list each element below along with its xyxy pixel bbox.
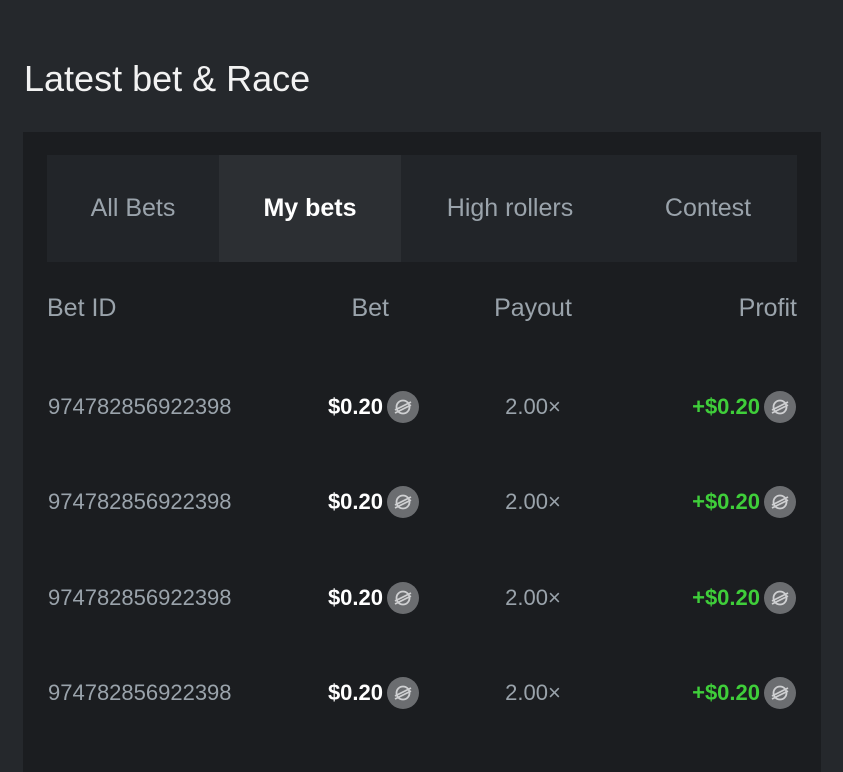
stellar-coin-icon — [764, 677, 796, 709]
profit-value: +$0.20 — [692, 489, 760, 514]
stellar-coin-icon — [387, 677, 419, 709]
bet-id: 974782856922398 — [48, 585, 232, 610]
column-header-profit: Profit — [738, 294, 797, 322]
bet-amount: $0.20 — [328, 578, 419, 618]
bet-tabs: All Bets My bets High rollers Contest — [47, 155, 797, 262]
column-header-payout: Payout — [494, 294, 572, 322]
table-row: 974782856922398 $0.20 2.00× +$0.20 — [23, 387, 821, 427]
payout: 2.00× — [505, 585, 561, 610]
stellar-coin-icon — [387, 486, 419, 518]
stellar-coin-icon — [387, 582, 419, 614]
bets-panel: All Bets My bets High rollers Contest Be… — [23, 132, 821, 772]
profit-amount: +$0.20 — [692, 387, 796, 427]
bet-value: $0.20 — [327, 680, 383, 705]
bet-amount: $0.20 — [328, 482, 419, 522]
section-title: Latest bet & Race — [24, 58, 311, 99]
profit-value: +$0.20 — [692, 585, 760, 610]
payout: 2.00× — [505, 680, 561, 705]
stellar-coin-icon — [764, 391, 796, 423]
bet-id: 974782856922398 — [48, 680, 232, 705]
profit-amount: +$0.20 — [692, 673, 796, 713]
payout: 2.00× — [505, 489, 561, 514]
bet-value: $0.20 — [327, 394, 383, 419]
profit-amount: +$0.20 — [692, 578, 796, 618]
column-header-bet-id: Bet ID — [47, 294, 117, 322]
bet-value: $0.20 — [327, 489, 383, 514]
tab-my-bets[interactable]: My bets — [219, 155, 401, 262]
profit-value: +$0.20 — [692, 394, 760, 419]
bet-id: 974782856922398 — [48, 489, 232, 514]
table-row: 974782856922398 $0.20 2.00× +$0.20 — [23, 482, 821, 522]
profit-amount: +$0.20 — [692, 482, 796, 522]
column-header-bet: Bet — [351, 294, 389, 322]
bet-amount: $0.20 — [328, 673, 419, 713]
profit-value: +$0.20 — [692, 680, 760, 705]
tab-high-rollers[interactable]: High rollers — [446, 194, 574, 222]
stellar-coin-icon — [764, 486, 796, 518]
bet-amount: $0.20 — [328, 387, 419, 427]
payout: 2.00× — [505, 394, 561, 419]
stellar-coin-icon — [387, 391, 419, 423]
table-row: 974782856922398 $0.20 2.00× +$0.20 — [23, 673, 821, 713]
tab-contest[interactable]: Contest — [664, 194, 752, 222]
tab-all-bets[interactable]: All Bets — [90, 194, 176, 222]
bet-id: 974782856922398 — [48, 394, 232, 419]
stellar-coin-icon — [764, 582, 796, 614]
bet-value: $0.20 — [327, 585, 383, 610]
table-row: 974782856922398 $0.20 2.00× +$0.20 — [23, 578, 821, 618]
